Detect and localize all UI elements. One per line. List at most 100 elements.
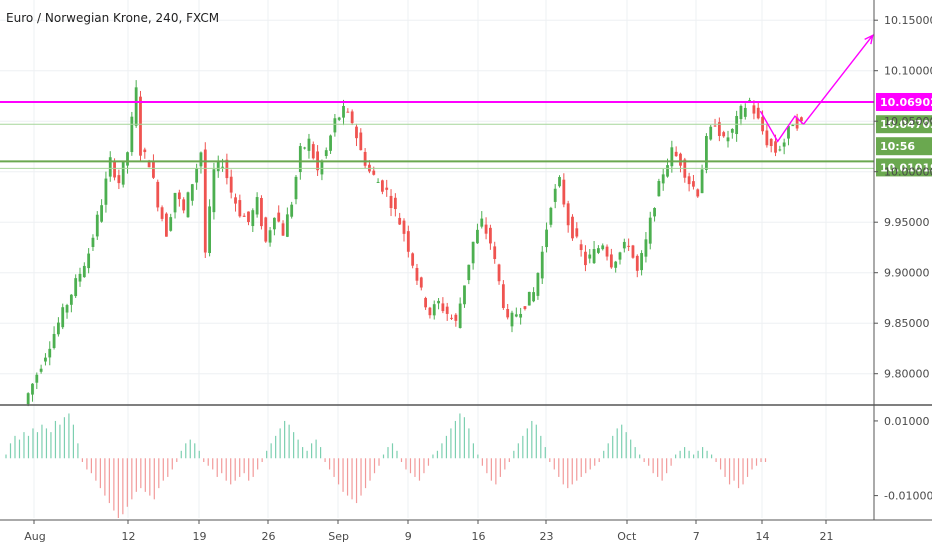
- countdown-tag: 10:56: [880, 140, 915, 153]
- candle-up: [514, 314, 518, 317]
- time-tick-label: 9: [405, 530, 412, 543]
- candle-up: [61, 307, 65, 328]
- candle-up: [653, 207, 656, 217]
- candle-down: [424, 297, 427, 308]
- candle-up: [545, 229, 548, 248]
- candle-down: [489, 227, 492, 244]
- candle-down: [631, 245, 635, 258]
- candle-up: [268, 230, 272, 243]
- candle-up: [640, 253, 643, 271]
- candle-down: [575, 228, 579, 237]
- candle-down: [445, 306, 449, 314]
- candle-up: [199, 152, 203, 167]
- current-price-tag: 10.04703: [880, 118, 932, 131]
- candle-up: [342, 105, 345, 118]
- candle-up: [791, 125, 795, 127]
- candle-up: [527, 291, 531, 306]
- support-price-tag-bg: [876, 158, 932, 177]
- candle-up: [743, 107, 747, 117]
- price-tick-label: 10.15000: [884, 14, 932, 27]
- candle-up: [549, 207, 553, 225]
- candle-down: [428, 307, 432, 316]
- candle-down: [579, 244, 583, 251]
- candle-up: [52, 333, 56, 348]
- candle-up: [536, 273, 540, 296]
- candle-down: [497, 264, 501, 282]
- candle-up: [700, 169, 704, 194]
- countdown-tag-bg: [876, 137, 932, 156]
- candle-up: [622, 241, 626, 249]
- osc-tick-label: 0.01000: [884, 415, 930, 428]
- candle-down: [160, 207, 164, 219]
- candle-down: [229, 176, 233, 193]
- candle-down: [800, 117, 803, 122]
- candle-up: [130, 116, 134, 153]
- candle-up: [618, 252, 622, 260]
- candle-up: [476, 229, 479, 244]
- candle-up: [597, 248, 600, 253]
- support-price-tag: 10.01019: [880, 161, 932, 174]
- candle-down: [605, 246, 609, 257]
- candle-up: [104, 178, 108, 205]
- candle-up: [255, 197, 259, 215]
- candle-up: [169, 217, 173, 231]
- candle-down: [713, 125, 717, 127]
- candle-up: [78, 273, 82, 282]
- time-tick-label: 12: [122, 530, 136, 543]
- projection-path: [759, 110, 805, 143]
- candle-down: [242, 215, 246, 217]
- time-tick-label: 21: [820, 530, 834, 543]
- candle-down: [311, 144, 315, 159]
- candle-up: [307, 138, 311, 151]
- candle-down: [113, 160, 116, 178]
- candle-up: [458, 303, 462, 329]
- candle-up: [126, 152, 129, 166]
- candle-down: [281, 223, 285, 236]
- candle-down: [355, 126, 358, 139]
- candle-up: [173, 192, 177, 213]
- candle-down: [117, 175, 121, 184]
- candle-up: [35, 374, 39, 383]
- candle-up: [31, 383, 34, 395]
- candle-up: [57, 322, 60, 335]
- candle-up: [303, 147, 307, 149]
- time-tick-label: 14: [756, 530, 770, 543]
- price-tick-label: 10.10000: [884, 65, 932, 78]
- candle-up: [121, 161, 125, 185]
- candle-up: [437, 300, 440, 304]
- candle-up: [657, 180, 661, 197]
- candle-down: [264, 217, 268, 242]
- time-tick-label: 7: [693, 530, 700, 543]
- candle-up: [709, 126, 713, 140]
- candle-down: [774, 141, 777, 153]
- candle-down: [234, 197, 237, 204]
- candle-down: [484, 224, 488, 234]
- candle-up: [376, 181, 380, 183]
- candle-up: [216, 160, 220, 172]
- candle-down: [385, 187, 389, 190]
- candle-down: [277, 212, 281, 222]
- candle-down: [393, 197, 397, 210]
- candle-up: [134, 87, 138, 126]
- candle-down: [419, 277, 423, 288]
- time-tick-label: 19: [193, 530, 207, 543]
- candle-down: [165, 213, 168, 237]
- candle-down: [765, 130, 769, 146]
- candle-up: [294, 176, 298, 200]
- resistance-price-tag-bg: [876, 92, 932, 111]
- candle-up: [726, 137, 730, 142]
- candle-down: [692, 181, 695, 187]
- candle-up: [91, 237, 95, 247]
- candle-up: [39, 368, 43, 372]
- time-tick-label: 16: [472, 530, 486, 543]
- candle-up: [730, 128, 734, 133]
- candle-down: [415, 267, 419, 281]
- candle-up: [190, 184, 194, 201]
- time-tick-label: 26: [262, 530, 276, 543]
- candle-down: [346, 111, 350, 113]
- candle-up: [44, 357, 47, 362]
- price-tick-label: 9.90000: [884, 267, 930, 280]
- candle-down: [350, 111, 354, 124]
- candle-up: [329, 135, 332, 151]
